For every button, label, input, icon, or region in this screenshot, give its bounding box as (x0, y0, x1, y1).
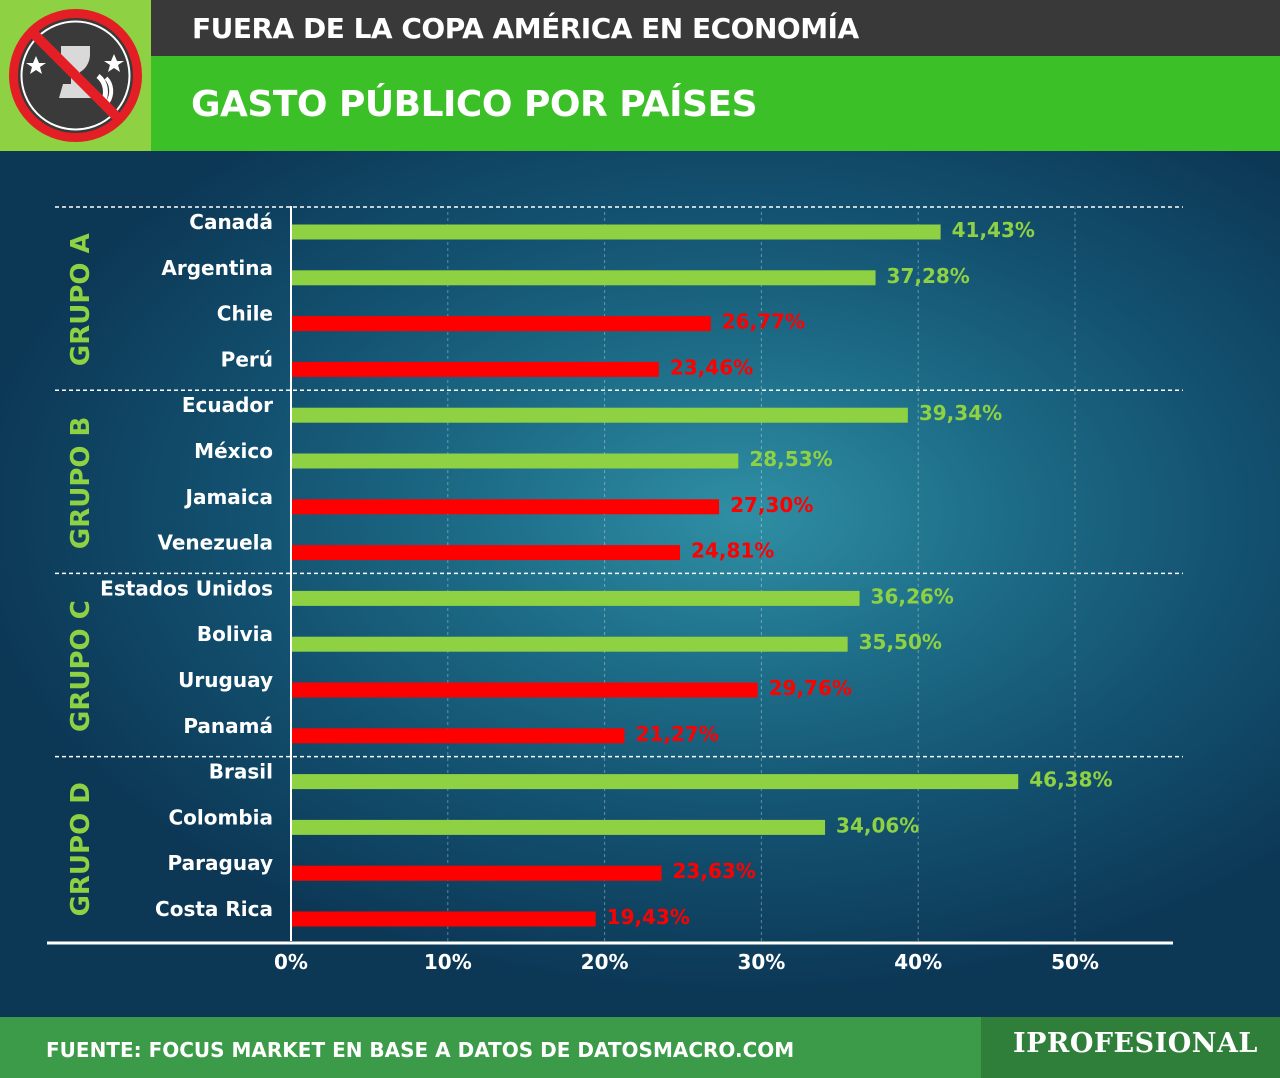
bar (292, 407, 908, 423)
bar (292, 636, 848, 652)
group-label: GRUPO A (66, 233, 96, 366)
no-copa-america-icon (9, 9, 142, 142)
data-label: 35,50% (859, 630, 942, 654)
category-label: Uruguay (178, 668, 273, 692)
tick-label: 10% (424, 950, 472, 974)
data-label: 29,76% (769, 676, 852, 700)
tick-label: 30% (737, 950, 785, 974)
header-top-bar (0, 0, 1280, 56)
bar (292, 499, 720, 515)
category-label: Estados Unidos (100, 576, 273, 600)
category-label: Ecuador (182, 393, 273, 417)
data-label: 24,81% (691, 539, 774, 563)
bar (292, 590, 860, 606)
tick-label: 0% (274, 950, 308, 974)
category-label: Perú (221, 347, 273, 371)
category-label: Chile (217, 302, 273, 326)
data-label: 26,77% (722, 310, 805, 334)
bar (292, 453, 739, 469)
tick-label: 40% (894, 950, 942, 974)
page-title: GASTO PÚBLICO POR PAÍSES (191, 84, 758, 125)
category-label: Panamá (183, 714, 273, 738)
bar (292, 865, 662, 881)
brand-logo-box: IPROFESIONAL (981, 1017, 1280, 1078)
supertitle: FUERA DE LA COPA AMÉRICA EN ECONOMÍA (192, 12, 859, 45)
category-label: Jamaica (184, 485, 273, 509)
group-label: GRUPO D (66, 782, 96, 916)
tick-label: 50% (1051, 950, 1099, 974)
bar (292, 819, 826, 835)
data-label: 21,27% (636, 722, 719, 746)
bar (292, 545, 681, 561)
category-label: Bolivia (197, 622, 273, 646)
group-label: GRUPO C (66, 600, 96, 732)
bar-chart: 0% 10% 20% 30% 40% 50% GRUPO A Canadá 41,43% Arge… (47, 206, 1183, 974)
data-label: 27,30% (730, 493, 813, 517)
bar (292, 728, 625, 744)
data-label: 19,43% (607, 905, 690, 929)
data-label: 39,34% (919, 401, 1002, 425)
chart-area: 0% 10% 20% 30% 40% 50% GRUPO A Canadá 41,43% Arge… (0, 151, 1280, 1017)
category-label: Brasil (209, 760, 273, 784)
group-label: GRUPO B (66, 417, 96, 550)
data-label: 46,38% (1029, 768, 1112, 792)
bar (292, 774, 1019, 790)
footer: FUENTE: FOCUS MARKET EN BASE A DATOS DE … (0, 1017, 1280, 1078)
bar (292, 270, 876, 286)
category-label: Paraguay (168, 851, 273, 875)
category-label: Costa Rica (155, 897, 273, 921)
bar (292, 361, 659, 377)
header-title-bar (0, 56, 1280, 151)
brand-logo: IPROFESIONAL (1013, 1028, 1258, 1059)
data-label: 37,28% (887, 264, 970, 288)
data-label: 41,43% (952, 218, 1035, 242)
category-label: Venezuela (157, 531, 273, 555)
bar (292, 682, 758, 698)
data-label: 36,26% (871, 584, 954, 608)
data-label: 28,53% (749, 447, 832, 471)
category-label: México (194, 439, 273, 463)
bar (292, 224, 941, 240)
category-label: Canadá (189, 210, 273, 234)
category-label: Colombia (168, 805, 273, 829)
data-label: 23,63% (673, 859, 756, 883)
logo-box (0, 0, 151, 151)
data-label: 34,06% (836, 813, 919, 837)
category-label: Argentina (161, 256, 273, 280)
bar (292, 316, 711, 332)
footer-source: FUENTE: FOCUS MARKET EN BASE A DATOS DE … (46, 1038, 795, 1062)
bar (292, 911, 596, 927)
data-label: 23,46% (670, 355, 753, 379)
tick-label: 20% (581, 950, 629, 974)
